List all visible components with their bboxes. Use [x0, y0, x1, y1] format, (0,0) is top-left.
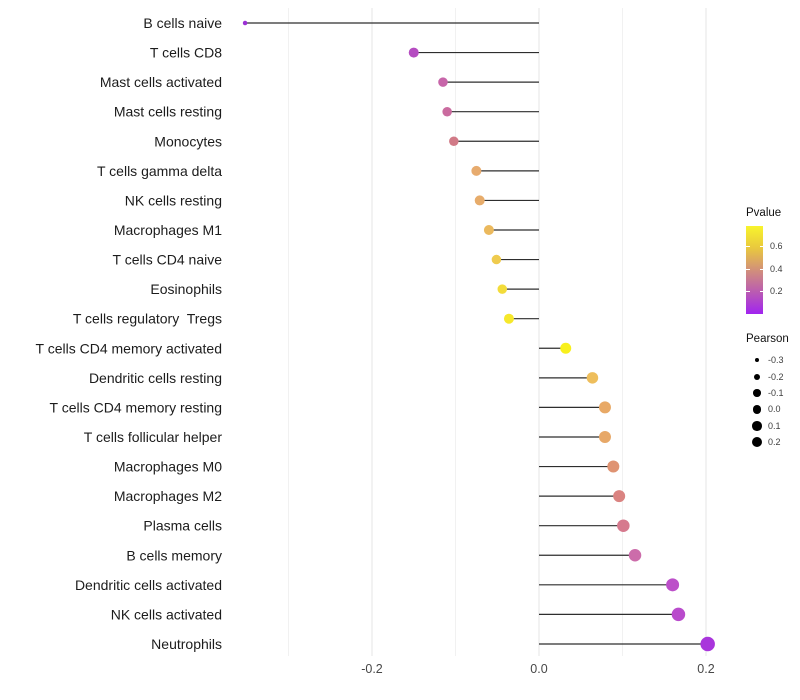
category-label: Monocytes [154, 133, 222, 149]
category-label: Neutrophils [151, 636, 222, 652]
data-point [666, 578, 680, 592]
pearson-legend: Pearson -0.3 -0.2 -0.1 0.0 0.1 0.2 [746, 333, 789, 450]
colorbar-tick-mark [759, 246, 763, 247]
pvalue-colorbar-wrap: 0.6 0.4 0.2 [746, 226, 800, 314]
category-label: Mast cells resting [114, 104, 222, 120]
data-point [617, 519, 630, 532]
pearson-legend-entry: 0.1 [746, 418, 789, 434]
pearson-size-dot [751, 436, 763, 448]
pearson-size-dot [754, 373, 760, 380]
category-label: T cells gamma delta [97, 163, 222, 179]
data-point [700, 636, 715, 652]
category-label: NK cells activated [111, 606, 222, 622]
pearson-legend-entry: -0.3 [746, 352, 789, 368]
category-label: T cells CD4 naive [113, 252, 223, 268]
x-tick-label: 0.0 [530, 662, 547, 676]
category-label: B cells naive [143, 15, 222, 31]
data-point [586, 372, 599, 384]
pearson-size-dot [753, 389, 761, 397]
data-point [408, 47, 419, 58]
category-label: T cells CD4 memory resting [50, 399, 222, 415]
data-point [598, 401, 611, 414]
data-point [442, 106, 452, 117]
data-point [598, 430, 611, 443]
data-point [560, 342, 572, 354]
category-label: T cells regulatory Tregs [73, 311, 222, 327]
category-label: Dendritic cells resting [89, 370, 222, 386]
data-point [613, 490, 626, 503]
pvalue-tick-label: 0.6 [770, 241, 783, 251]
category-label: Macrophages M0 [114, 459, 222, 475]
pearson-tick-label: -0.3 [768, 355, 784, 366]
category-label: T cells CD4 memory activated [36, 340, 222, 356]
category-label: Mast cells activated [100, 74, 222, 90]
data-point [483, 224, 494, 235]
category-label: T cells follicular helper [84, 429, 223, 445]
category-label: Eosinophils [150, 281, 222, 297]
pearson-tick-label: -0.1 [768, 387, 784, 398]
data-point [671, 607, 686, 622]
data-point [438, 77, 448, 87]
data-point [628, 549, 642, 562]
pvalue-legend-title: Pvalue [746, 207, 782, 219]
data-point [449, 136, 459, 147]
data-point [497, 284, 508, 294]
data-point [242, 20, 248, 26]
category-label: Macrophages M2 [114, 488, 222, 504]
pearson-tick-label: -0.2 [768, 371, 784, 382]
pearson-legend-entry: -0.2 [746, 368, 789, 384]
pearson-tick-label: 0.0 [768, 404, 781, 415]
category-label: B cells memory [126, 547, 222, 563]
data-point [607, 460, 620, 473]
pvalue-tick-label: 0.4 [770, 264, 783, 274]
category-label: T cells CD8 [150, 45, 222, 61]
pearson-tick-label: 0.2 [768, 437, 781, 448]
category-label: NK cells resting [125, 192, 222, 208]
pearson-size-dot [752, 405, 762, 414]
pvalue-colorbar [746, 226, 763, 314]
pearson-tick-label: 0.1 [768, 420, 781, 431]
data-point [474, 195, 485, 206]
pearson-legend-entry: 0.0 [746, 401, 789, 417]
pvalue-legend: Pvalue 0.6 0.4 0.2 [746, 207, 800, 314]
data-point [471, 165, 482, 176]
colorbar-tick-mark [759, 269, 763, 270]
colorbar-tick-mark [759, 291, 763, 292]
category-label: Plasma cells [143, 518, 222, 534]
pearson-legend-entry: -0.1 [746, 385, 789, 401]
category-label: Dendritic cells activated [75, 577, 222, 593]
data-point [503, 313, 514, 324]
pearson-size-dot [754, 357, 760, 363]
pvalue-tick-label: 0.2 [770, 286, 783, 296]
colorbar-tick-mark [746, 269, 750, 270]
pearson-size-dot [752, 421, 762, 431]
pearson-legend-title: Pearson [746, 333, 789, 345]
x-tick-label: -0.2 [361, 662, 383, 676]
colorbar-tick-mark [746, 291, 750, 292]
category-label: Macrophages M1 [114, 222, 222, 238]
colorbar-tick-mark [746, 246, 750, 247]
x-tick-label: 0.2 [697, 662, 714, 676]
data-point [491, 254, 502, 265]
pearson-legend-entry: 0.2 [746, 434, 789, 450]
